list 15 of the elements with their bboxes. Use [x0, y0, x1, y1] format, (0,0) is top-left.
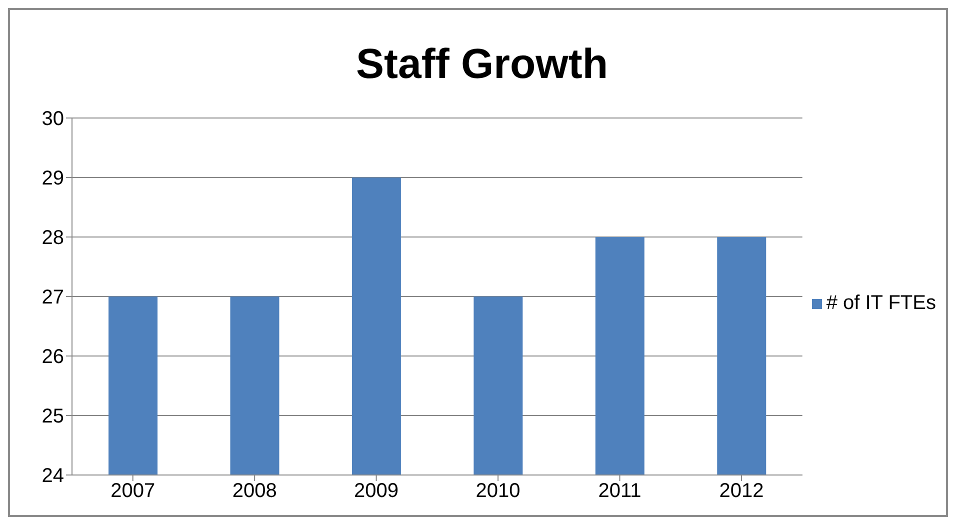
y-tick-label: 30 [42, 108, 64, 130]
legend-label: # of IT FTEs [825, 292, 936, 315]
x-tick-label: 2009 [354, 480, 399, 502]
x-tick-label: 2008 [232, 480, 277, 502]
x-tick-label: 2011 [598, 480, 642, 502]
chart-title: Staff Growth [355, 39, 609, 89]
y-tick-label: 26 [42, 346, 64, 368]
y-tick-label: 25 [42, 406, 64, 428]
y-tick-label: 24 [42, 465, 64, 488]
y-tick-label: 27 [42, 286, 64, 309]
x-tick-label: 2012 [719, 480, 764, 502]
x-tick-label: 2010 [476, 480, 520, 502]
y-tick-label: 28 [42, 227, 64, 250]
y-tick-label: 29 [42, 168, 64, 190]
x-tick-label: 2007 [110, 480, 156, 502]
